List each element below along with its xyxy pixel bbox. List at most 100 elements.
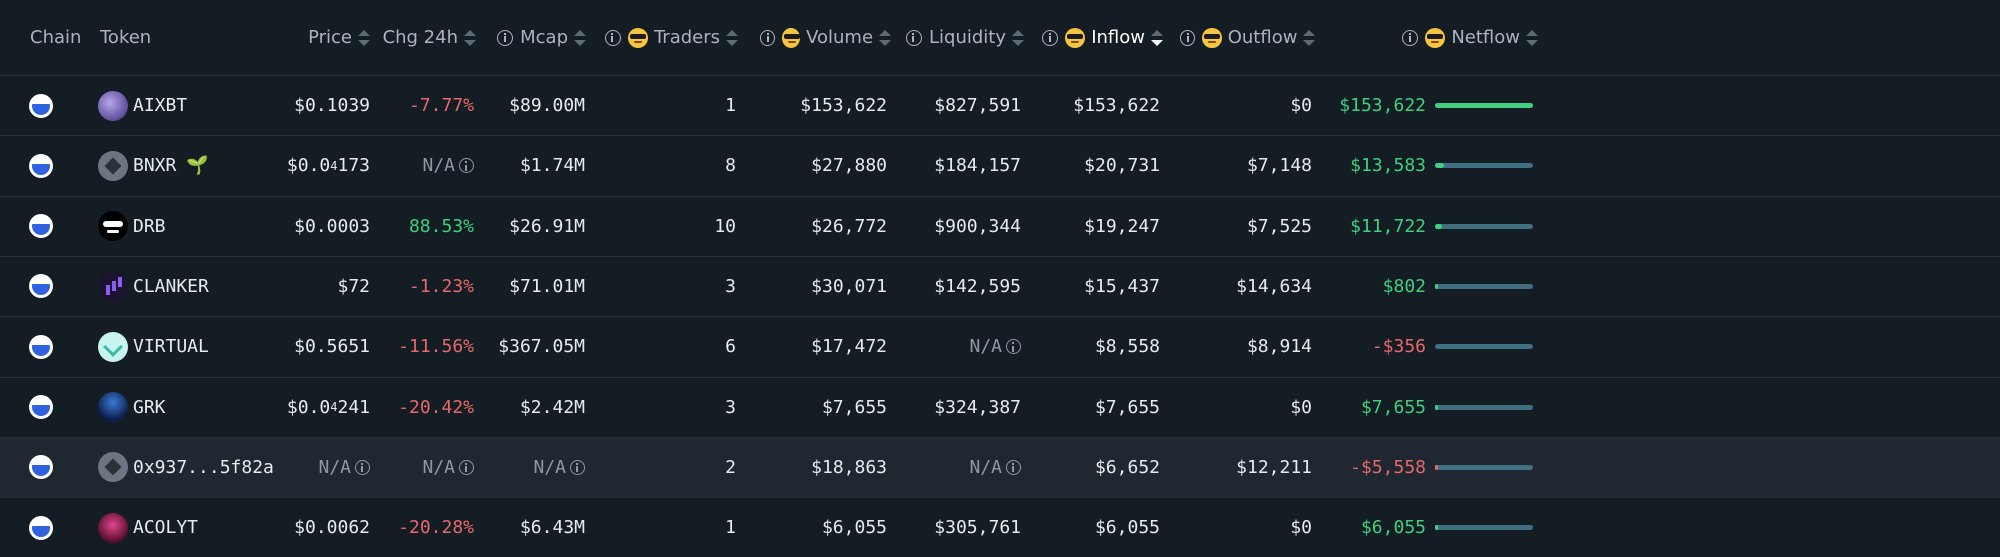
info-icon[interactable] — [1402, 29, 1419, 46]
table-row[interactable]: CLANKER $72 -1.23% $71.01M 3 $30,071 $14… — [0, 255, 2000, 316]
volume-value: $7,655 — [821, 396, 887, 418]
outflow-cell: $12,211 — [1180, 438, 1312, 497]
traders-value: 6 — [725, 336, 736, 358]
token-cell[interactable]: BNXR 🌱 — [98, 136, 209, 195]
outflow-value: $0 — [1290, 517, 1312, 539]
liquidity-cell: $827,591 — [900, 76, 1021, 135]
info-icon[interactable] — [459, 459, 474, 475]
info-icon[interactable] — [459, 158, 474, 174]
sort-desc-icon[interactable] — [1151, 29, 1163, 47]
info-icon[interactable] — [905, 29, 922, 46]
sort-arrows-icon[interactable] — [726, 29, 738, 47]
info-icon[interactable] — [570, 459, 585, 475]
unknown-token-icon — [98, 452, 128, 483]
table-row[interactable]: 0x937...5f82a N/A N/A N/A 2 $18,863 N/A … — [0, 436, 2000, 497]
inflow-value: $6,055 — [1094, 517, 1160, 539]
token-cell[interactable]: AIXBT — [98, 76, 187, 135]
token-cell[interactable]: ACOLYT — [98, 498, 198, 557]
token-cell[interactable]: DRB — [98, 197, 166, 256]
mcap-cell: $6.43M — [490, 498, 585, 557]
sort-arrows-icon[interactable] — [879, 29, 891, 47]
mcap-value: $71.01M — [509, 275, 585, 297]
col-traders[interactable]: Traders — [600, 0, 738, 75]
sort-arrows-icon[interactable] — [1526, 29, 1538, 47]
token-symbol[interactable]: GRK — [133, 396, 166, 418]
token-cell[interactable]: CLANKER — [98, 257, 209, 316]
col-outflow[interactable]: Outflow — [1180, 0, 1315, 75]
chain-cell — [29, 136, 53, 195]
netflow-bar — [1435, 163, 1533, 169]
mcap-cell: $2.42M — [490, 378, 585, 437]
table-row[interactable]: AIXBT $0.1039 -7.77% $89.00M 1 $153,622 … — [0, 75, 2000, 135]
col-mcap[interactable]: Mcap — [490, 0, 586, 75]
liquidity-value: $142,595 — [934, 275, 1021, 297]
col-price[interactable]: Price — [260, 0, 370, 75]
price-zero-count: 4 — [330, 158, 338, 173]
price-cell: $0.5651 — [250, 317, 370, 376]
sort-arrows-icon[interactable] — [464, 29, 476, 47]
outflow-cell: $0 — [1180, 498, 1312, 557]
outflow-cell: $8,914 — [1180, 317, 1312, 376]
col-liquidity[interactable]: Liquidity — [900, 0, 1024, 75]
netflow-value: $7,655 — [1360, 396, 1426, 418]
netflow-bar-fill — [1435, 464, 1438, 470]
info-icon[interactable] — [497, 29, 514, 46]
traders-cell: 8 — [620, 136, 736, 195]
col-netflow[interactable]: Netflow — [1380, 0, 1538, 75]
mcap-cell: $71.01M — [490, 257, 585, 316]
volume-cell: $30,071 — [760, 257, 887, 316]
col-price-label: Price — [308, 27, 352, 48]
table-header: Chain Token Price Chg 24h Mcap Traders V… — [0, 0, 2000, 75]
traders-value: 1 — [725, 95, 736, 116]
chain-cell — [29, 438, 53, 497]
info-icon[interactable] — [760, 29, 775, 46]
token-symbol[interactable]: VIRTUAL — [133, 336, 209, 358]
table-row[interactable]: DRB $0.0003 88.53% $26.91M 10 $26,772 $9… — [0, 195, 2000, 256]
sort-arrows-icon[interactable] — [358, 29, 370, 47]
change-value: -11.56% — [398, 336, 474, 358]
token-symbol[interactable]: DRB — [133, 215, 166, 237]
token-cell[interactable]: GRK — [98, 378, 166, 437]
info-icon[interactable] — [1006, 459, 1021, 475]
token-symbol[interactable]: BNXR — [133, 155, 177, 177]
info-icon[interactable] — [604, 29, 621, 46]
token-symbol[interactable]: 0x937...5f82a — [133, 456, 274, 478]
inflow-value: $20,731 — [1084, 155, 1160, 177]
netflow-bar-fill — [1435, 223, 1443, 229]
token-symbol[interactable]: AIXBT — [133, 95, 188, 116]
price-value: N/A — [318, 456, 351, 478]
col-volume[interactable]: Volume — [760, 0, 891, 75]
mcap-cell: $26.91M — [490, 197, 585, 256]
sort-arrows-icon[interactable] — [1303, 29, 1315, 47]
sort-arrows-icon[interactable] — [574, 29, 586, 47]
info-icon[interactable] — [355, 459, 370, 475]
table-row[interactable]: BNXR 🌱 $0.0 4 173 N/A $1.74M 8 $27,880 $18… — [0, 135, 2000, 195]
outflow-value: $8,914 — [1246, 336, 1312, 358]
outflow-cell: $14,634 — [1180, 257, 1312, 316]
table-row[interactable]: GRK $0.0 4 241 -20.42% $2.42M 3 $7,655 $32… — [0, 376, 2000, 437]
info-icon[interactable] — [1180, 29, 1196, 46]
col-chg[interactable]: Chg 24h — [380, 0, 476, 75]
info-icon[interactable] — [1042, 29, 1059, 46]
col-liquidity-label: Liquidity — [928, 27, 1006, 48]
volume-cell: $17,472 — [760, 317, 887, 376]
netflow-cell: $6,055 — [1300, 498, 1426, 557]
sort-arrows-icon[interactable] — [1012, 29, 1024, 47]
outflow-value: $7,148 — [1246, 155, 1312, 177]
info-icon[interactable] — [1006, 339, 1021, 355]
mcap-cell: $367.05M — [490, 317, 585, 376]
outflow-cell: $7,525 — [1180, 197, 1312, 256]
token-cell[interactable]: 0x937...5f82a — [98, 438, 274, 497]
price-zero-count: 4 — [330, 400, 338, 414]
volume-value: $17,472 — [811, 336, 887, 358]
table-row[interactable]: VIRTUAL $0.5651 -11.56% $367.05M 6 $17,4… — [0, 316, 2000, 376]
liquidity-cell: $305,761 — [900, 498, 1021, 557]
table-row[interactable]: ACOLYT $0.0062 -20.28% $6.43M 1 $6,055 $… — [0, 497, 2000, 557]
token-symbol[interactable]: ACOLYT — [133, 517, 199, 539]
token-cell[interactable]: VIRTUAL — [98, 317, 209, 376]
col-inflow[interactable]: Inflow — [1040, 0, 1163, 75]
col-outflow-label: Outflow — [1227, 27, 1298, 48]
netflow-cell: $13,583 — [1300, 136, 1426, 195]
col-mcap-label: Mcap — [520, 27, 568, 48]
token-symbol[interactable]: CLANKER — [133, 275, 209, 297]
